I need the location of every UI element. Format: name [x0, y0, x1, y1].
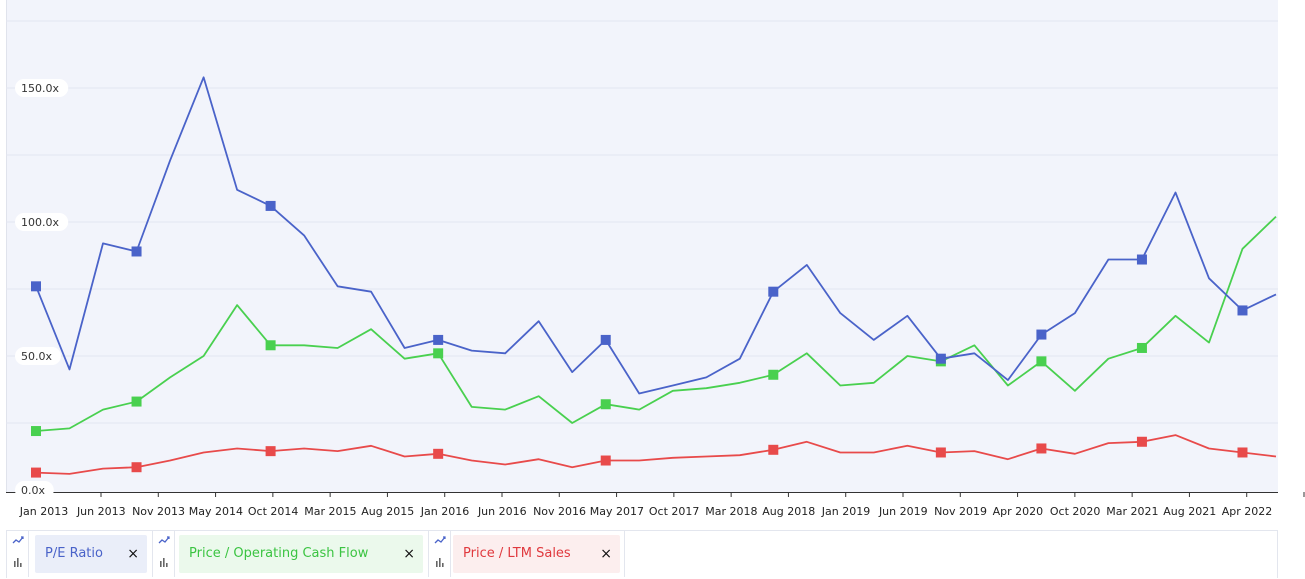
x-tick-label: Aug 2018 — [762, 505, 815, 518]
y-tick-pill — [15, 213, 69, 231]
x-tick-label: Mar 2018 — [705, 505, 757, 518]
series-marker[interactable] — [1136, 342, 1147, 353]
close-icon[interactable]: × — [127, 546, 139, 562]
gridlines — [6, 20, 1278, 424]
series-marker[interactable] — [31, 467, 41, 478]
series-marker[interactable] — [433, 334, 444, 345]
x-tick-label: Oct 2020 — [1050, 505, 1101, 518]
x-tick-label: Apr 2020 — [993, 505, 1044, 518]
series-marker[interactable] — [1036, 356, 1047, 367]
x-tick-label: Mar 2021 — [1106, 505, 1158, 518]
series-marker[interactable] — [1036, 329, 1047, 340]
series-type-toggle-ps[interactable] — [429, 531, 451, 577]
series-marker[interactable] — [1237, 305, 1248, 316]
x-tick-label: Apr 2022 — [1222, 505, 1273, 518]
x-tick-label: Jun 2019 — [878, 505, 928, 518]
y-tick-pill — [15, 481, 54, 499]
y-tick-text: 50.0x — [21, 350, 52, 363]
x-tick-label: May 2017 — [590, 505, 644, 518]
legend-chip-price-ltm-sales[interactable]: Price / LTM Sales × — [453, 535, 620, 573]
line-bar-toggle-icon[interactable] — [7, 534, 28, 570]
x-tick-label: Nov 2013 — [132, 505, 185, 518]
y-tick-label: 50.0x — [15, 347, 61, 365]
line-bar-toggle-icon[interactable] — [153, 534, 174, 570]
y-tick-pill — [15, 79, 69, 97]
series-marker[interactable] — [600, 334, 611, 345]
series-type-toggle-pe[interactable] — [7, 531, 29, 577]
series-line — [35, 434, 1277, 475]
series-marker[interactable] — [265, 340, 276, 351]
x-tick-label: May 2014 — [189, 505, 243, 518]
series-marker[interactable] — [433, 348, 444, 359]
x-tick-label: Nov 2019 — [934, 505, 987, 518]
y-tick-text: 0.0x — [21, 484, 45, 497]
x-tick-label: Aug 2021 — [1163, 505, 1216, 518]
series-marker[interactable] — [935, 353, 946, 364]
legend-chip-label: Price / LTM Sales — [463, 546, 571, 561]
series-marker[interactable] — [768, 286, 779, 297]
series-marker[interactable] — [265, 200, 276, 211]
series-marker[interactable] — [131, 462, 142, 473]
y-axis-labels: 0.0x 50.0x 100.0x 150.0x — [15, 79, 69, 499]
y-tick-pill — [15, 347, 61, 365]
series-type-toggle-pocf[interactable] — [153, 531, 175, 577]
legend-chip-label: Price / Operating Cash Flow — [189, 546, 369, 561]
x-tick-label: Mar 2015 — [304, 505, 356, 518]
y-tick-text: 150.0x — [21, 82, 59, 95]
legend-chip-price-operating-cash-flow[interactable]: Price / Operating Cash Flow × — [179, 535, 423, 573]
series-marker[interactable] — [600, 399, 611, 410]
series-marker[interactable] — [1036, 443, 1047, 454]
plot-background — [6, 0, 1278, 492]
line-bar-toggle-icon[interactable] — [429, 534, 450, 570]
series-layer — [31, 76, 1277, 478]
series-marker[interactable] — [1136, 254, 1147, 265]
series-marker[interactable] — [265, 446, 276, 457]
legend-divider — [152, 531, 153, 577]
x-tick-label: Jan 2019 — [821, 505, 870, 518]
series-marker[interactable] — [31, 281, 41, 292]
x-tick-label: Oct 2014 — [248, 505, 299, 518]
close-icon[interactable]: × — [600, 546, 612, 562]
x-tick-label: Aug 2015 — [361, 505, 414, 518]
y-tick-label: 100.0x — [15, 213, 69, 231]
y-tick-label: 150.0x — [15, 79, 69, 97]
legend-divider — [428, 531, 429, 577]
series-line — [35, 76, 1277, 395]
series-marker[interactable] — [1237, 447, 1248, 458]
chart-svg: Jan 2013 Jun 2013 Nov 2013 May 2014 Oct 2014… — [6, 0, 1305, 518]
y-tick-label: 0.0x — [15, 481, 54, 499]
series-marker[interactable] — [31, 426, 41, 437]
series-marker[interactable] — [433, 448, 444, 459]
legend-chip-pe-ratio[interactable]: P/E Ratio × — [35, 535, 147, 573]
series-marker[interactable] — [131, 246, 142, 257]
series-marker[interactable] — [600, 455, 611, 466]
x-tick-label: Jan 2016 — [420, 505, 469, 518]
series-line — [35, 215, 1277, 432]
series-marker[interactable] — [768, 369, 779, 380]
x-tick-label: Nov 2016 — [533, 505, 586, 518]
y-tick-text: 100.0x — [21, 216, 59, 229]
series-marker[interactable] — [768, 444, 779, 455]
series-marker[interactable] — [1136, 436, 1147, 447]
legend-chip-label: P/E Ratio — [45, 546, 103, 561]
series-marker[interactable] — [131, 396, 142, 407]
x-axis: Jan 2013 Jun 2013 Nov 2013 May 2014 Oct 2014… — [6, 492, 1305, 518]
x-tick-label: Jan 2013 — [19, 505, 68, 518]
close-icon[interactable]: × — [403, 546, 415, 562]
legend-bar: P/E Ratio × Price / Operating Cash Flow … — [6, 530, 1278, 578]
x-tick-label: Jun 2016 — [477, 505, 527, 518]
x-tick-label: Jun 2013 — [76, 505, 126, 518]
x-tick-label: Oct 2017 — [649, 505, 700, 518]
legend-divider — [624, 531, 625, 577]
series-marker[interactable] — [935, 447, 946, 458]
